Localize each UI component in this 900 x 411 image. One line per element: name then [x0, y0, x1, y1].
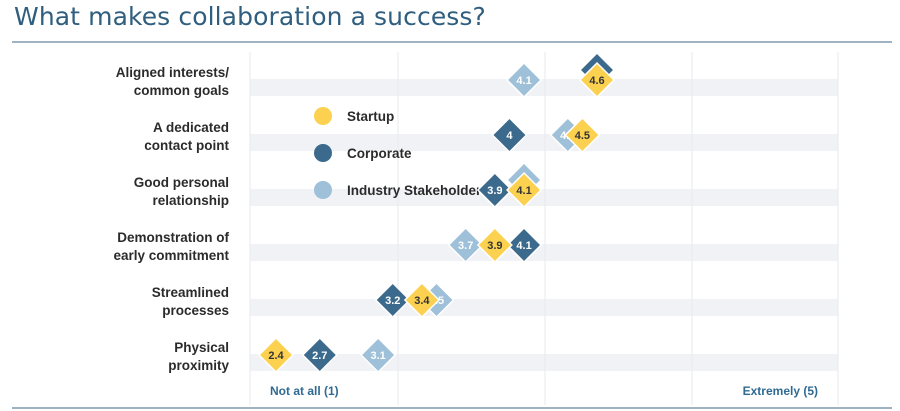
category-labels: Aligned interests/common goals A dedicate… [113, 65, 229, 373]
axis-end-label: Extremely (5) [743, 384, 818, 398]
legend-swatch [314, 107, 332, 125]
data-point-diamond [447, 226, 484, 264]
row-bands [250, 79, 838, 371]
data-point-diamond [374, 281, 411, 319]
bottom-divider [12, 407, 892, 409]
category-label: A dedicated [153, 120, 229, 135]
legend-swatch [314, 181, 332, 199]
data-label: 3.7 [458, 240, 473, 252]
row-band [250, 299, 838, 316]
legend-entry: Corporate [347, 146, 412, 161]
category-label: Physical [174, 340, 229, 355]
category-label: proximity [168, 358, 229, 373]
row-band [250, 244, 838, 261]
category-label: Aligned interests/ [116, 65, 230, 80]
data-label: 3.9 [487, 240, 502, 252]
data-point-diamond [578, 61, 616, 99]
data-label: 2.7 [312, 350, 327, 362]
category-label: common goals [134, 83, 229, 98]
data-point-diamond [301, 336, 338, 374]
data-label: 3.4 [414, 295, 430, 307]
data-point-diamond [505, 61, 543, 99]
data-point-diamond [505, 226, 543, 264]
data-label: 4.1 [516, 75, 531, 87]
legend-entry: Startup [347, 109, 394, 124]
category-label: contact point [144, 138, 229, 153]
data-label: 2.4 [268, 350, 284, 362]
data-point-diamond [257, 336, 295, 374]
row-band [250, 189, 838, 206]
data-label: 4.5 [575, 130, 590, 142]
title-divider [12, 41, 892, 43]
data-point-diamond [491, 116, 528, 154]
data-marks: 4.14.64.444.53.94.13.74.13.93.53.23.43.1… [257, 51, 616, 374]
category-label: processes [162, 303, 229, 318]
data-point-diamond [476, 226, 513, 264]
data-point-diamond [564, 116, 601, 154]
category-label: Demonstration of [117, 230, 229, 245]
data-label: 3.9 [487, 185, 502, 197]
grid-lines [249, 52, 839, 405]
category-label: relationship [152, 193, 229, 208]
data-point-diamond [403, 281, 440, 319]
legend-entry: Industry Stakeholders [347, 183, 489, 198]
category-label: early commitment [113, 248, 229, 263]
data-point-diamond [476, 171, 513, 209]
data-label: 3.2 [385, 295, 400, 307]
row-band [250, 79, 838, 96]
data-label: 3.1 [370, 350, 385, 362]
data-label: 4.1 [516, 240, 531, 252]
data-point-diamond [360, 336, 397, 374]
page-title: What makes collaboration a success? [14, 2, 486, 31]
category-label: Streamlined [152, 285, 229, 300]
axis-start-label: Not at all (1) [270, 384, 339, 398]
data-label: 4 [506, 130, 513, 142]
legend: Startup Corporate Industry Stakeholders [314, 107, 489, 199]
legend-swatch [314, 144, 332, 162]
data-label: 4.6 [589, 75, 604, 87]
row-band [250, 354, 838, 371]
category-label: Good personal [134, 175, 229, 190]
data-point-diamond [505, 171, 543, 209]
data-label: 4.1 [516, 185, 531, 197]
row-band [250, 134, 838, 151]
